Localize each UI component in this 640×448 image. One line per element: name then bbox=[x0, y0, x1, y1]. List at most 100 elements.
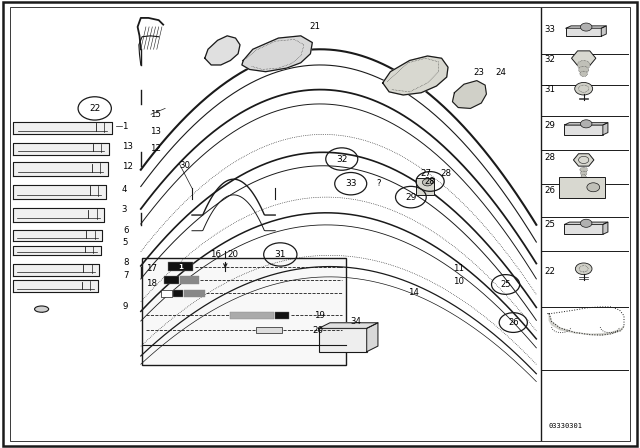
Circle shape bbox=[580, 167, 588, 172]
Text: 15: 15 bbox=[150, 110, 161, 119]
Text: 28: 28 bbox=[544, 153, 555, 162]
Bar bbox=[275, 312, 289, 319]
Text: 25: 25 bbox=[544, 220, 555, 228]
Text: 34: 34 bbox=[350, 317, 361, 326]
Circle shape bbox=[575, 82, 593, 95]
Text: 28: 28 bbox=[425, 177, 435, 186]
Polygon shape bbox=[603, 222, 608, 234]
Text: 1: 1 bbox=[178, 263, 183, 270]
Circle shape bbox=[580, 171, 587, 176]
Text: 20: 20 bbox=[312, 326, 323, 335]
Text: 29: 29 bbox=[544, 121, 555, 130]
Text: 16: 16 bbox=[210, 250, 221, 259]
Polygon shape bbox=[13, 208, 104, 222]
Circle shape bbox=[580, 219, 592, 227]
Polygon shape bbox=[564, 123, 608, 125]
Text: 12: 12 bbox=[122, 162, 132, 171]
Bar bbox=[164, 276, 179, 284]
Polygon shape bbox=[367, 323, 378, 352]
Polygon shape bbox=[452, 81, 486, 108]
Circle shape bbox=[575, 263, 592, 275]
Text: 5: 5 bbox=[123, 238, 129, 247]
Bar bbox=[184, 290, 205, 297]
Bar bbox=[564, 125, 603, 135]
Text: 24: 24 bbox=[495, 68, 506, 77]
Circle shape bbox=[580, 71, 588, 77]
Text: 31: 31 bbox=[544, 85, 555, 94]
Polygon shape bbox=[549, 314, 624, 335]
Text: 33: 33 bbox=[544, 25, 555, 34]
Polygon shape bbox=[242, 36, 312, 72]
Text: 21: 21 bbox=[309, 22, 321, 31]
Circle shape bbox=[587, 183, 600, 192]
Text: 33: 33 bbox=[345, 179, 356, 188]
Bar bbox=[173, 290, 183, 297]
Bar bbox=[564, 224, 603, 234]
Polygon shape bbox=[13, 264, 99, 276]
Text: 29: 29 bbox=[405, 193, 417, 202]
Circle shape bbox=[422, 179, 433, 186]
Bar bbox=[142, 258, 346, 365]
Text: 13: 13 bbox=[122, 142, 132, 151]
Bar bbox=[230, 312, 274, 319]
Text: 8: 8 bbox=[123, 258, 129, 267]
Text: 26: 26 bbox=[508, 318, 518, 327]
Text: 18: 18 bbox=[146, 279, 157, 288]
Polygon shape bbox=[13, 230, 102, 241]
Text: 20: 20 bbox=[228, 250, 239, 259]
Text: 23: 23 bbox=[474, 68, 484, 77]
Text: 12: 12 bbox=[150, 144, 161, 153]
Bar bbox=[416, 178, 434, 195]
Polygon shape bbox=[13, 162, 108, 176]
Polygon shape bbox=[566, 26, 606, 28]
Text: 14: 14 bbox=[408, 288, 419, 297]
Text: 31: 31 bbox=[275, 250, 286, 259]
Text: 17: 17 bbox=[146, 264, 157, 273]
Text: 25: 25 bbox=[500, 280, 511, 289]
Text: 22: 22 bbox=[544, 267, 555, 276]
Text: 9: 9 bbox=[123, 302, 128, 311]
Polygon shape bbox=[13, 185, 106, 199]
Circle shape bbox=[577, 60, 590, 69]
Circle shape bbox=[580, 23, 592, 31]
Polygon shape bbox=[603, 123, 608, 135]
Text: 3: 3 bbox=[122, 205, 127, 214]
Polygon shape bbox=[564, 222, 608, 224]
Circle shape bbox=[581, 175, 586, 178]
Text: 27: 27 bbox=[420, 169, 431, 178]
Text: 19: 19 bbox=[314, 311, 324, 320]
Polygon shape bbox=[13, 246, 101, 255]
Bar bbox=[566, 28, 602, 36]
Text: 03330301: 03330301 bbox=[548, 422, 582, 429]
Text: 30: 30 bbox=[179, 161, 190, 170]
Polygon shape bbox=[13, 143, 109, 155]
Bar bbox=[180, 276, 199, 284]
Polygon shape bbox=[602, 26, 606, 36]
Text: 22: 22 bbox=[89, 104, 100, 113]
Text: 7: 7 bbox=[123, 271, 129, 280]
Bar bbox=[256, 327, 282, 333]
Polygon shape bbox=[205, 36, 240, 65]
Text: 13: 13 bbox=[150, 127, 161, 136]
Bar bbox=[168, 262, 193, 271]
Bar bbox=[161, 290, 172, 297]
Text: 32: 32 bbox=[544, 55, 555, 64]
Text: ?: ? bbox=[376, 179, 381, 188]
FancyBboxPatch shape bbox=[559, 177, 605, 198]
Text: 26: 26 bbox=[544, 186, 555, 195]
Text: 32: 32 bbox=[336, 155, 348, 164]
Text: 4: 4 bbox=[122, 185, 127, 194]
Bar bbox=[319, 328, 367, 352]
Circle shape bbox=[579, 66, 589, 73]
Polygon shape bbox=[319, 323, 378, 328]
Polygon shape bbox=[13, 122, 112, 134]
Text: 28: 28 bbox=[440, 169, 451, 178]
Polygon shape bbox=[13, 280, 98, 292]
Circle shape bbox=[580, 120, 592, 128]
Text: 11: 11 bbox=[453, 264, 464, 273]
Text: 6: 6 bbox=[123, 226, 129, 235]
Polygon shape bbox=[383, 56, 448, 95]
Text: 10: 10 bbox=[453, 277, 464, 286]
Text: 1: 1 bbox=[122, 122, 127, 131]
Ellipse shape bbox=[35, 306, 49, 312]
